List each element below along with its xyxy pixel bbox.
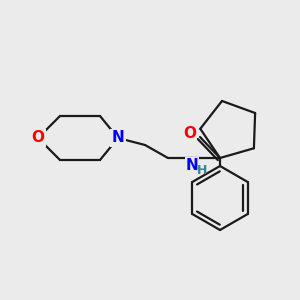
Text: O: O bbox=[184, 125, 196, 140]
Text: H: H bbox=[197, 164, 207, 178]
Text: O: O bbox=[32, 130, 44, 146]
Text: N: N bbox=[186, 158, 198, 172]
Text: N: N bbox=[112, 130, 124, 146]
